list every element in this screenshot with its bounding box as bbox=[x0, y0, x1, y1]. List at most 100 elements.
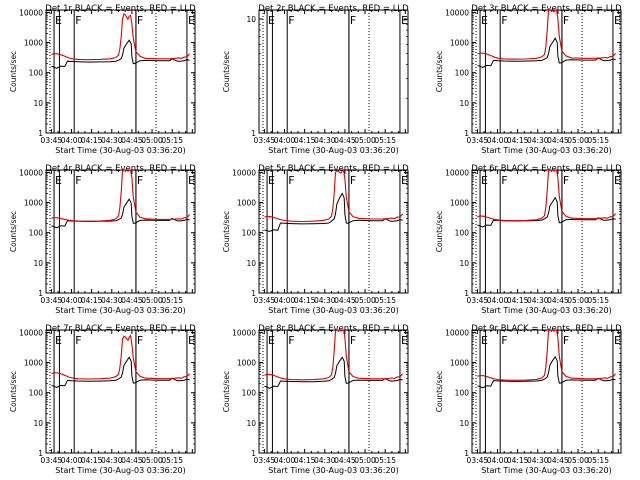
lld-series-line bbox=[264, 169, 404, 223]
x-tick-label: 04:30 bbox=[101, 456, 123, 465]
y-axis-label: Counts/sec bbox=[435, 211, 444, 252]
x-tick-label: 04:00 bbox=[487, 456, 509, 465]
marker-label: F bbox=[350, 334, 356, 347]
x-tick-label: 03:45 bbox=[254, 296, 276, 305]
y-tick-label: 1 bbox=[38, 289, 43, 298]
plot-panel: Det 3r BLACK = Events, RED = LLD 1 10 100 10… bbox=[435, 4, 622, 155]
x-tick-label: 04:00 bbox=[274, 296, 296, 305]
plot-panel: Det 4r BLACK = Events, RED = LLD 1 10 100 10… bbox=[9, 164, 196, 315]
x-tick-label: 04:15 bbox=[81, 136, 103, 145]
y-axis-label: Counts/sec bbox=[9, 371, 18, 412]
x-tick-label: 04:45 bbox=[547, 136, 569, 145]
x-tick-label: 05:15 bbox=[374, 136, 396, 145]
marker-label: E bbox=[55, 174, 62, 187]
x-tick-label: 04:15 bbox=[507, 296, 529, 305]
y-tick-label: 10000 bbox=[19, 168, 43, 177]
x-tick-label: 05:15 bbox=[587, 296, 609, 305]
y-tick-label: 100 bbox=[29, 229, 44, 238]
x-tick-label: 05:00 bbox=[354, 296, 376, 305]
plot-panel: Det 2r BLACK = Events, RED = LLD 1 10 03:45… bbox=[222, 4, 409, 155]
plot-frame bbox=[471, 169, 622, 294]
x-tick-label: 03:45 bbox=[467, 456, 489, 465]
x-tick-label: 04:30 bbox=[314, 136, 336, 145]
y-tick-label: 10 bbox=[33, 419, 43, 428]
x-tick-label: 03:45 bbox=[467, 296, 489, 305]
x-tick-label: 04:45 bbox=[334, 136, 356, 145]
marker-label: E bbox=[268, 334, 275, 347]
x-tick-label: 04:30 bbox=[101, 296, 123, 305]
x-tick-label: 04:00 bbox=[274, 456, 296, 465]
y-tick-label: 1 bbox=[251, 289, 256, 298]
x-tick-label: 04:30 bbox=[527, 136, 549, 145]
plot-frame bbox=[45, 329, 196, 454]
x-tick-label: 04:30 bbox=[314, 296, 336, 305]
marker-label: F bbox=[75, 334, 81, 347]
marker-label: E bbox=[401, 14, 408, 27]
marker-label: F bbox=[288, 174, 294, 187]
y-tick-label: 10000 bbox=[232, 328, 256, 337]
plot-panel: Det 9r BLACK = Events, RED = LLD 1 10 100 10… bbox=[435, 324, 622, 475]
x-tick-label: 03:45 bbox=[467, 136, 489, 145]
y-tick-label: 1000 bbox=[237, 359, 256, 368]
x-tick-label: 05:15 bbox=[587, 136, 609, 145]
x-tick-label: 04:15 bbox=[294, 456, 316, 465]
x-tick-label: 05:00 bbox=[141, 136, 163, 145]
x-tick-label: 05:00 bbox=[354, 456, 376, 465]
y-tick-label: 1 bbox=[464, 129, 469, 138]
x-tick-label: 04:45 bbox=[121, 136, 143, 145]
y-tick-label: 1000 bbox=[450, 39, 469, 48]
plot-frame bbox=[471, 9, 622, 134]
x-tick-label: 05:15 bbox=[374, 456, 396, 465]
plot-title: Det 3r BLACK = Events, RED = LLD bbox=[471, 4, 622, 14]
y-tick-label: 1 bbox=[464, 289, 469, 298]
x-tick-label: 04:30 bbox=[527, 296, 549, 305]
y-axis-label: Counts/sec bbox=[222, 211, 231, 252]
x-axis-label: Start Time (30-Aug-03 03:36:20) bbox=[481, 306, 612, 315]
y-tick-label: 10000 bbox=[19, 8, 43, 17]
marker-label: F bbox=[501, 334, 507, 347]
y-tick-label: 10000 bbox=[19, 328, 43, 337]
x-tick-label: 05:15 bbox=[587, 456, 609, 465]
plot-frame bbox=[45, 9, 196, 134]
events-series-line bbox=[264, 192, 403, 232]
marker-label: F bbox=[75, 14, 81, 27]
x-tick-label: 04:45 bbox=[121, 296, 143, 305]
y-axis-label: Counts/sec bbox=[9, 211, 18, 252]
plot-frame bbox=[45, 169, 196, 294]
x-tick-label: 04:00 bbox=[61, 136, 83, 145]
x-tick-label: 05:00 bbox=[141, 296, 163, 305]
y-tick-label: 1 bbox=[251, 449, 256, 458]
x-tick-label: 03:45 bbox=[254, 456, 276, 465]
plot-panel: Det 1r BLACK = Events, RED = LLD 1 10 100 10… bbox=[9, 4, 196, 155]
events-series-line bbox=[51, 356, 190, 388]
marker-label: E bbox=[614, 334, 621, 347]
marker-label: F bbox=[563, 14, 569, 27]
x-tick-label: 04:30 bbox=[527, 456, 549, 465]
marker-label: F bbox=[501, 174, 507, 187]
x-tick-label: 04:00 bbox=[487, 136, 509, 145]
y-axis-label: Counts/sec bbox=[9, 51, 18, 92]
x-tick-label: 05:00 bbox=[567, 456, 589, 465]
y-tick-label: 1000 bbox=[450, 199, 469, 208]
lld-series-line bbox=[51, 12, 191, 61]
marker-label: E bbox=[401, 174, 408, 187]
x-tick-label: 05:00 bbox=[567, 136, 589, 145]
x-tick-label: 04:45 bbox=[334, 456, 356, 465]
plot-frame bbox=[258, 9, 409, 134]
lld-series-line bbox=[264, 329, 404, 381]
marker-label: E bbox=[481, 334, 488, 347]
marker-label: E bbox=[268, 14, 275, 27]
marker-label: F bbox=[501, 14, 507, 27]
lld-series-line bbox=[51, 334, 191, 380]
marker-label: E bbox=[55, 334, 62, 347]
y-tick-label: 10 bbox=[459, 259, 469, 268]
y-tick-label: 100 bbox=[455, 69, 470, 78]
y-tick-label: 10 bbox=[246, 259, 256, 268]
x-tick-label: 04:45 bbox=[547, 296, 569, 305]
lld-series-line bbox=[51, 169, 191, 222]
y-tick-label: 1 bbox=[38, 449, 43, 458]
marker-label: F bbox=[137, 174, 143, 187]
x-tick-label: 04:15 bbox=[81, 456, 103, 465]
y-tick-label: 1 bbox=[464, 449, 469, 458]
x-axis-label: Start Time (30-Aug-03 03:36:20) bbox=[481, 146, 612, 155]
